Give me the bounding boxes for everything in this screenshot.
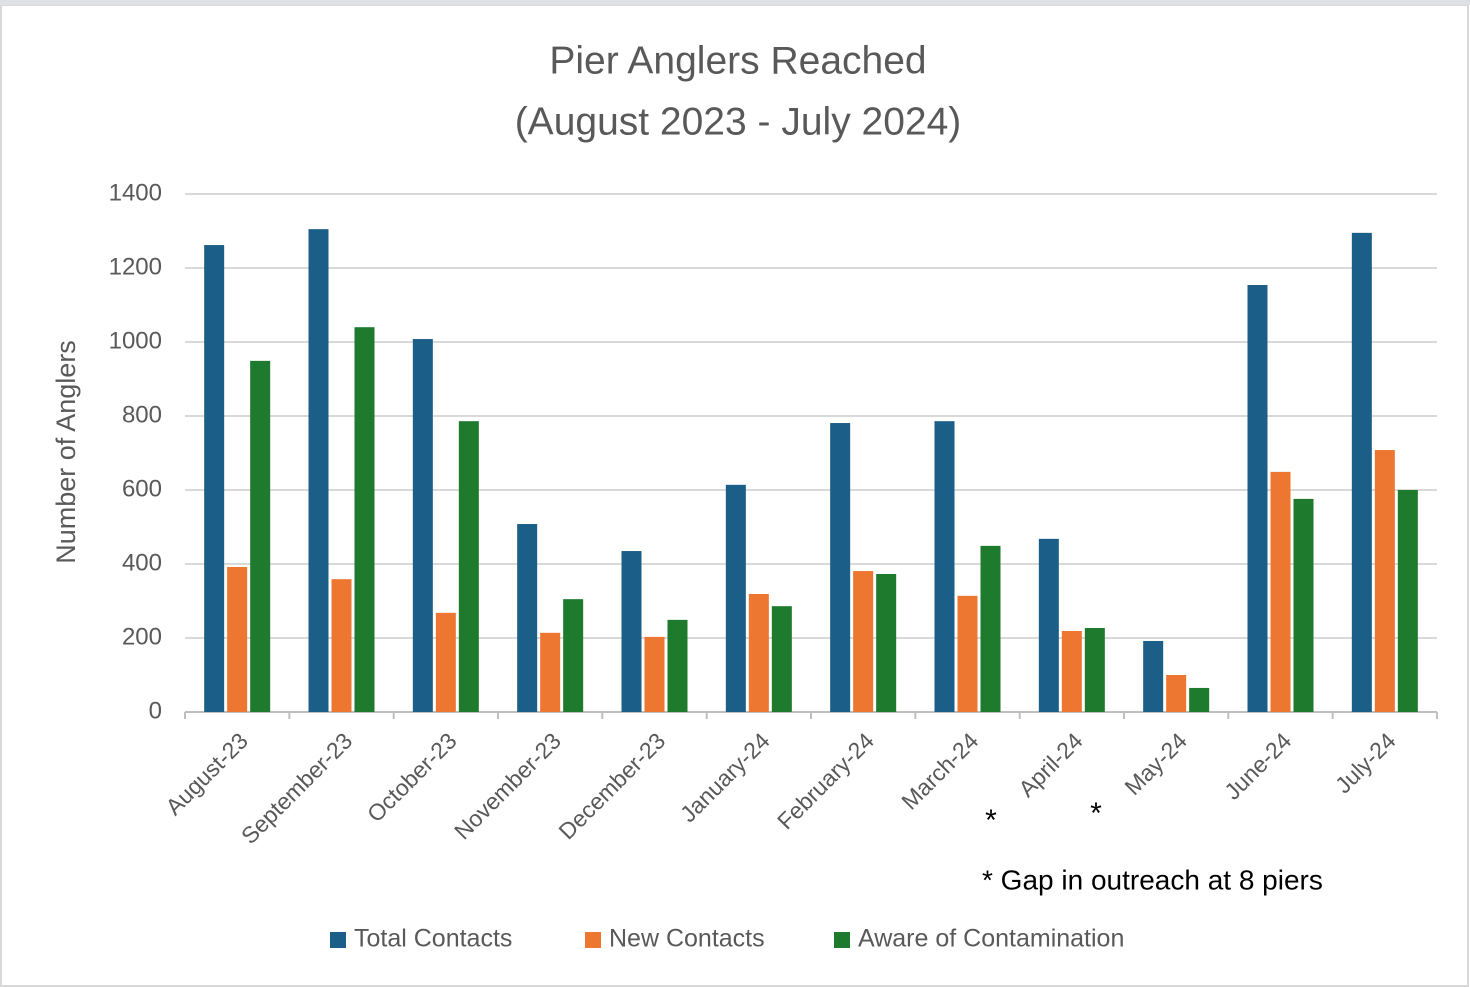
chart-title: Pier Anglers Reached — [549, 39, 926, 82]
bar — [331, 579, 352, 712]
bar — [1189, 687, 1210, 712]
legend-swatch — [585, 932, 601, 948]
bar — [1374, 450, 1395, 712]
bar — [563, 599, 584, 712]
bar — [435, 612, 456, 712]
bar — [667, 619, 688, 712]
bar — [1061, 630, 1082, 712]
y-tick-label: 1000 — [109, 327, 162, 354]
bar — [957, 595, 978, 712]
bar — [644, 636, 665, 712]
bar — [830, 423, 851, 712]
bar — [458, 421, 479, 712]
bar — [1084, 628, 1105, 712]
annotation: * Gap in outreach at 8 piers — [982, 864, 1323, 895]
bar — [771, 606, 792, 712]
y-tick-label: 200 — [122, 623, 162, 650]
top-strip — [0, 0, 1470, 5]
bar — [725, 484, 746, 712]
bar — [621, 551, 642, 712]
bar — [227, 566, 248, 712]
bar — [748, 593, 769, 712]
bar — [540, 632, 561, 712]
y-tick-label: 1400 — [109, 179, 162, 206]
bar — [1166, 675, 1187, 712]
bar — [412, 339, 433, 712]
bar — [354, 327, 375, 712]
legend-label: New Contacts — [609, 925, 765, 953]
y-tick-label: 400 — [122, 549, 162, 576]
annotation: * — [1090, 797, 1102, 830]
bar — [876, 573, 897, 712]
annotation: * — [985, 804, 997, 837]
bar — [1397, 490, 1418, 712]
y-tick-label: 800 — [122, 401, 162, 428]
bar — [517, 524, 538, 712]
legend-swatch — [330, 932, 346, 948]
y-tick-label: 0 — [149, 697, 162, 724]
legend-swatch — [834, 932, 850, 948]
chart-subtitle: (August 2023 - July 2024) — [515, 100, 962, 143]
bar — [1038, 538, 1059, 712]
bar — [308, 229, 329, 712]
y-axis-label: Number of Anglers — [51, 340, 81, 564]
bar — [250, 360, 271, 712]
legend-label: Total Contacts — [354, 925, 512, 953]
bar — [1270, 471, 1291, 712]
bar — [1143, 640, 1164, 712]
bar — [1293, 498, 1314, 712]
bar — [934, 421, 955, 712]
bar — [980, 545, 1001, 712]
bar — [204, 245, 225, 712]
bar — [1351, 232, 1372, 712]
y-tick-label: 600 — [122, 475, 162, 502]
y-tick-label: 1200 — [109, 253, 162, 280]
bar — [853, 571, 874, 712]
legend-label: Aware of Contamination — [858, 925, 1124, 953]
bar — [1247, 285, 1268, 712]
